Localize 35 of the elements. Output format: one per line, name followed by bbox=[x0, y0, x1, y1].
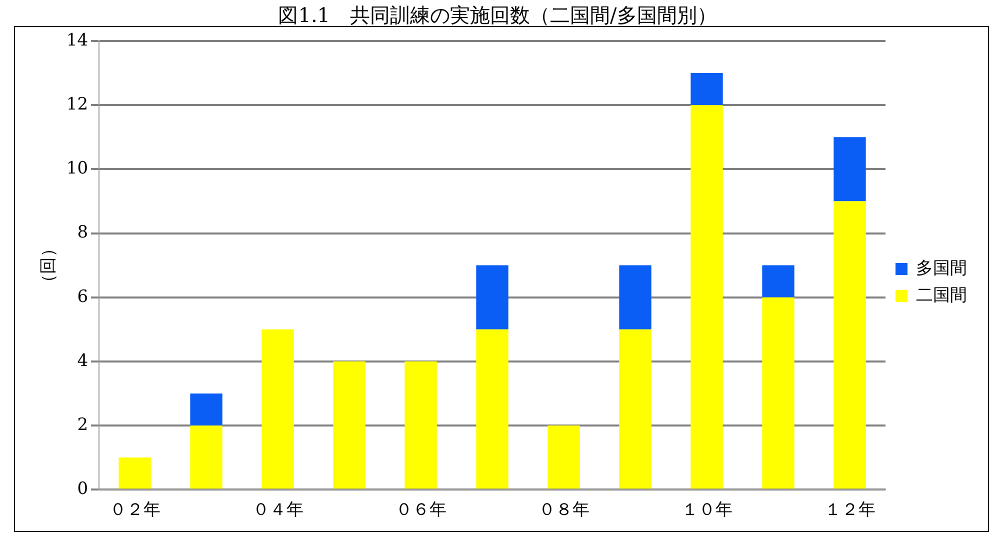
bar bbox=[762, 297, 794, 489]
y-tick-label: 8 bbox=[77, 222, 88, 243]
y-tick-label: 4 bbox=[77, 350, 88, 371]
bar bbox=[619, 265, 652, 330]
bar bbox=[190, 426, 222, 489]
y-tick-label: 0 bbox=[77, 479, 88, 500]
bar bbox=[834, 201, 866, 489]
x-tick-label: １２年 bbox=[824, 500, 876, 520]
bar bbox=[262, 329, 294, 489]
bar bbox=[762, 265, 794, 298]
bar bbox=[690, 105, 723, 489]
x-tick-label: １０年 bbox=[681, 500, 732, 520]
bar bbox=[834, 137, 866, 202]
y-tick-label: 6 bbox=[77, 286, 88, 307]
legend-label: 多国間 bbox=[916, 258, 967, 278]
y-tick-label: 12 bbox=[66, 94, 88, 115]
bar bbox=[690, 73, 723, 106]
y-axis-title: （回） bbox=[38, 240, 59, 291]
y-tick-label: 14 bbox=[66, 30, 88, 50]
bar bbox=[118, 458, 151, 489]
bar bbox=[548, 426, 580, 489]
x-tick-label: ０４年 bbox=[252, 500, 304, 520]
legend-label: 二国間 bbox=[916, 285, 967, 306]
bar bbox=[476, 265, 508, 330]
y-tick-label: 10 bbox=[66, 158, 88, 179]
chart-title: 図1.1 共同訓練の実施回数（二国間/多国間別） bbox=[277, 2, 718, 29]
x-tick-label: ０６年 bbox=[395, 500, 446, 520]
bar bbox=[333, 361, 366, 489]
bar bbox=[476, 329, 508, 489]
bar bbox=[619, 329, 652, 489]
x-tick-label: ０８年 bbox=[538, 500, 590, 520]
bar bbox=[190, 393, 222, 426]
y-tick-label: 2 bbox=[77, 414, 88, 435]
bar bbox=[404, 361, 437, 489]
x-tick-label: ０２年 bbox=[109, 500, 160, 520]
